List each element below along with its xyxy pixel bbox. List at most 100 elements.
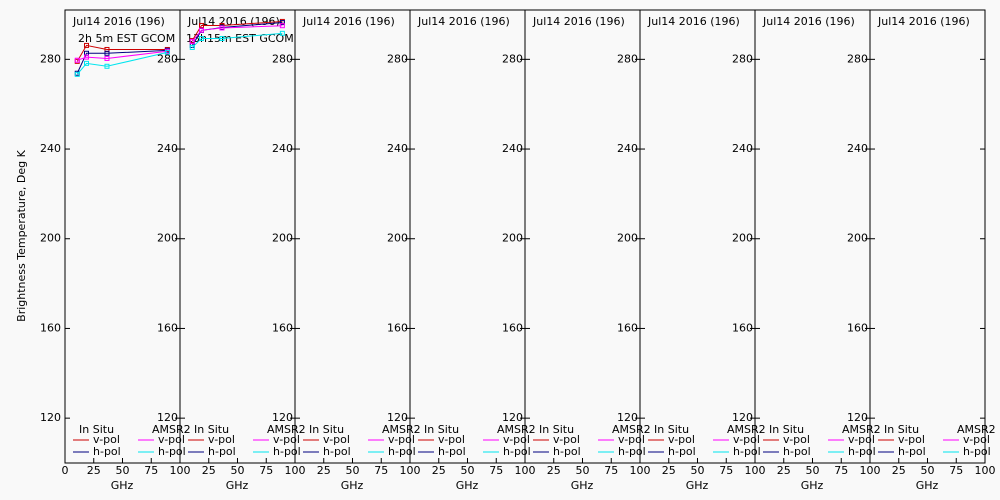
- legend-label: h-pol: [783, 445, 811, 458]
- legend-label: h-pol: [618, 445, 646, 458]
- legend-label: h-pol: [963, 445, 991, 458]
- x-tick-label: 75: [374, 464, 388, 477]
- panel-subtitle: 13h15m EST GCOM: [186, 32, 294, 45]
- y-tick-label: 120: [387, 411, 408, 424]
- y-tick-label: 280: [387, 52, 408, 65]
- y-tick-label: 160: [617, 321, 638, 334]
- legend-label: h-pol: [273, 445, 301, 458]
- x-tick-label: 100: [285, 464, 306, 477]
- legend-group-title: In Situ: [79, 423, 114, 436]
- x-tick-label: 50: [921, 464, 935, 477]
- legend-label: h-pol: [323, 445, 351, 458]
- series-line: [191, 25, 283, 42]
- y-tick-label: 240: [272, 142, 293, 155]
- legend-label: h-pol: [898, 445, 926, 458]
- y-tick-label: 280: [40, 52, 61, 65]
- legend-label: h-pol: [438, 445, 466, 458]
- legend-label: h-pol: [503, 445, 531, 458]
- y-tick-label: 120: [272, 411, 293, 424]
- point-marker: [84, 60, 90, 66]
- y-tick-label: 200: [847, 232, 868, 245]
- x-tick-label: 25: [777, 464, 791, 477]
- y-tick-label: 160: [847, 321, 868, 334]
- panel-title: Jul14 2016 (196): [647, 15, 740, 28]
- x-tick-label: 50: [691, 464, 705, 477]
- legend-group-title: In Situ: [654, 423, 689, 436]
- panel-title: Jul14 2016 (196): [532, 15, 625, 28]
- y-tick-label: 240: [617, 142, 638, 155]
- series-line: [76, 44, 168, 62]
- legend-group-title: AMSR2: [497, 423, 536, 436]
- x-tick-label: 100: [860, 464, 881, 477]
- x-tick-label: 25: [432, 464, 446, 477]
- point-marker: [84, 42, 90, 48]
- y-tick-label: 240: [502, 142, 523, 155]
- y-tick-label: 120: [40, 411, 61, 424]
- point-marker: [199, 22, 205, 28]
- x-tick-label: 100: [630, 464, 651, 477]
- x-tick-label: 25: [547, 464, 561, 477]
- point-marker: [199, 35, 205, 41]
- y-tick-label: 240: [387, 142, 408, 155]
- y-tick-label: 200: [157, 232, 178, 245]
- y-tick-label: 200: [387, 232, 408, 245]
- y-tick-label: 240: [732, 142, 753, 155]
- series-line: [76, 51, 168, 75]
- point-marker: [279, 23, 285, 29]
- x-axis-label: GHz: [226, 479, 249, 492]
- y-tick-label: 200: [732, 232, 753, 245]
- y-tick-label: 120: [617, 411, 638, 424]
- x-tick-label: 50: [346, 464, 360, 477]
- legend-label: v-pol: [503, 433, 530, 446]
- x-axis-label: GHz: [801, 479, 824, 492]
- x-tick-label: 0: [62, 464, 69, 477]
- x-tick-label: 100: [400, 464, 421, 477]
- y-tick-label: 120: [157, 411, 178, 424]
- x-tick-label: 100: [975, 464, 996, 477]
- series-line: [77, 50, 168, 61]
- y-tick-label: 280: [617, 52, 638, 65]
- x-axis-label: GHz: [341, 479, 364, 492]
- x-tick-label: 75: [489, 464, 503, 477]
- legend-label: h-pol: [208, 445, 236, 458]
- y-tick-label: 240: [157, 142, 178, 155]
- panel-title: Jul14 2016 (196): [302, 15, 395, 28]
- point-marker: [189, 38, 195, 44]
- legend-label: v-pol: [618, 433, 645, 446]
- legend-label: v-pol: [158, 433, 185, 446]
- x-tick-label: 75: [834, 464, 848, 477]
- y-tick-label: 200: [502, 232, 523, 245]
- legend-label: v-pol: [733, 433, 760, 446]
- x-tick-label: 25: [317, 464, 331, 477]
- y-tick-label: 120: [847, 411, 868, 424]
- y-tick-label: 280: [157, 52, 178, 65]
- panel-title: Jul14 2016 (196): [72, 15, 165, 28]
- legend-label: v-pol: [783, 433, 810, 446]
- x-axis-label: GHz: [111, 479, 134, 492]
- legend-group-title: AMSR2: [957, 423, 996, 436]
- legend-group-title: In Situ: [884, 423, 919, 436]
- point-marker: [279, 20, 285, 26]
- legend-label: h-pol: [158, 445, 186, 458]
- legend-label: v-pol: [553, 433, 580, 446]
- y-tick-label: 120: [732, 411, 753, 424]
- x-tick-label: 100: [515, 464, 536, 477]
- point-marker: [104, 63, 110, 69]
- y-tick-label: 200: [617, 232, 638, 245]
- x-axis-label: GHz: [916, 479, 939, 492]
- legend-group-title: In Situ: [424, 423, 459, 436]
- x-tick-label: 25: [662, 464, 676, 477]
- x-tick-label: 75: [144, 464, 158, 477]
- legend-group-title: In Situ: [194, 423, 229, 436]
- x-tick-label: 50: [461, 464, 475, 477]
- x-tick-label: 25: [202, 464, 216, 477]
- legend-label: v-pol: [273, 433, 300, 446]
- x-axis-label: GHz: [571, 479, 594, 492]
- panel-subtitle: 2h 5m EST GCOM: [78, 32, 175, 45]
- legend-group-title: In Situ: [309, 423, 344, 436]
- y-tick-label: 200: [272, 232, 293, 245]
- point-marker: [219, 25, 225, 31]
- legend-group-title: In Situ: [539, 423, 574, 436]
- legend-label: h-pol: [553, 445, 581, 458]
- series-line: [191, 32, 283, 48]
